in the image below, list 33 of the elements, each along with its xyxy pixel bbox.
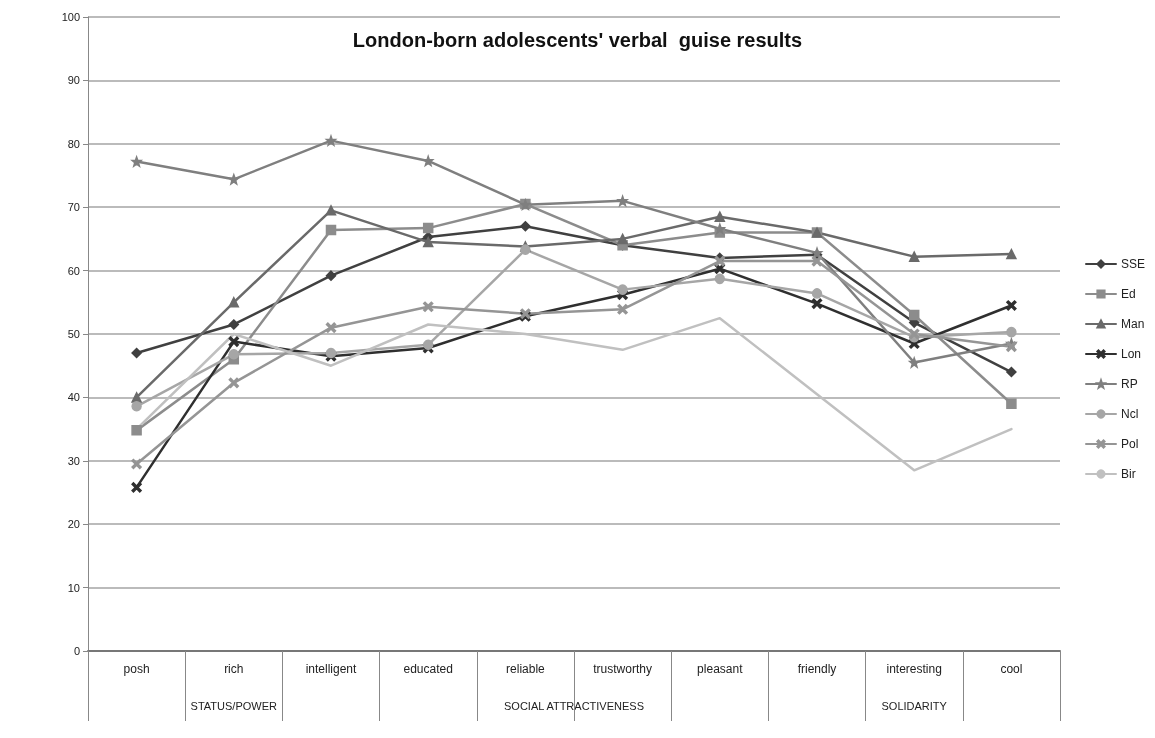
y-tick-label: 90	[67, 74, 80, 87]
x-tick-label: pleasant	[697, 662, 744, 676]
legend-label: Ncl	[1120, 407, 1139, 421]
y-tick-label: 100	[61, 11, 80, 23]
y-tick-label: 30	[67, 454, 80, 467]
y-tick-label: 50	[67, 328, 80, 340]
y-tick-label: 10	[67, 581, 80, 594]
y-tick-label: 70	[67, 201, 80, 214]
x-tick-label: interesting	[886, 662, 942, 676]
legend-label: Ed	[1120, 287, 1136, 301]
legend-label: Bir	[1120, 467, 1136, 481]
x-tick-label: reliable	[506, 662, 546, 676]
text: STATUS/POWER	[190, 699, 278, 712]
x-tick-label: friendly	[797, 662, 837, 676]
legend-label: Man	[1120, 317, 1145, 331]
y-tick-label: 20	[67, 518, 80, 531]
text: SOCIAL ATTRACTIVENESS	[504, 699, 644, 712]
legend-label: Lon	[1120, 347, 1142, 361]
y-tick-label: 0	[73, 645, 80, 657]
x-tick-label: educated	[403, 662, 453, 676]
x-tick-label: trustworthy	[593, 662, 652, 676]
y-tick-label: 60	[67, 264, 80, 277]
legend-label: Pol	[1120, 437, 1139, 451]
legend-label: SSE	[1120, 257, 1145, 271]
y-tick-label: 80	[67, 137, 80, 150]
x-tick-label: posh	[123, 662, 150, 676]
text: London-born adolescents' verbal guise results	[352, 29, 803, 51]
x-tick-label: cool	[1000, 662, 1023, 676]
y-tick-label: 40	[67, 391, 80, 404]
x-tick-label: rich	[224, 662, 244, 676]
legend-label: RP	[1120, 377, 1138, 391]
text: SOLIDARITY	[881, 699, 948, 712]
x-tick-label: intelligent	[305, 662, 358, 676]
